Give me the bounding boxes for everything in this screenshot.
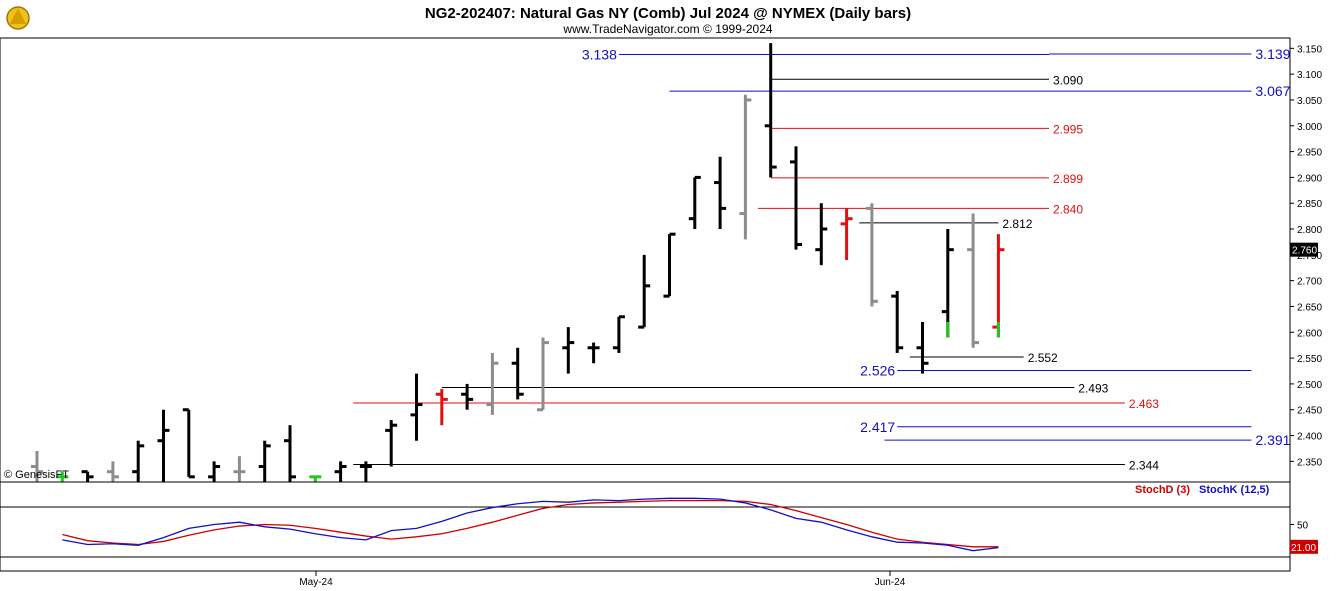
ohlc-bar <box>81 470 94 482</box>
price-tick-label: 2.500 <box>1297 380 1322 391</box>
level-label: 2.552 <box>1028 351 1058 365</box>
price-tick-label: 3.150 <box>1297 44 1322 55</box>
indicator-tick-label: 50 <box>1297 521 1309 532</box>
ohlc-bar <box>31 451 43 482</box>
price-tick-label: 3.100 <box>1297 70 1322 81</box>
ohlc-bar <box>385 420 398 467</box>
level-label: 2.840 <box>1053 202 1083 216</box>
ohlc-bar <box>790 146 802 250</box>
level-label: 2.526 <box>860 362 895 378</box>
level-label: 3.090 <box>1053 73 1083 87</box>
ohlc-bar <box>612 315 625 353</box>
price-tick-label: 2.400 <box>1297 432 1322 443</box>
ohlc-bar <box>916 321 929 374</box>
level-label: 2.417 <box>860 419 895 435</box>
ohlc-bar <box>486 352 499 415</box>
indicator-axis: 50 21.00 <box>1290 521 1318 554</box>
ohlc-bar <box>334 461 347 482</box>
x-label-jun: Jun-24 <box>875 577 906 588</box>
ohlc-bar <box>865 203 878 307</box>
price-tick-label: 2.350 <box>1297 457 1322 468</box>
ohlc-bar <box>891 290 904 353</box>
level-label: 2.899 <box>1053 172 1083 186</box>
ohlc-bar <box>562 327 575 374</box>
level-label: 3.139 <box>1255 46 1290 62</box>
ohlc-bar <box>157 409 170 482</box>
price-tick-label: 2.550 <box>1297 354 1322 365</box>
ohlc-bar <box>233 456 246 482</box>
price-axis: 3.150 3.100 3.050 3.000 2.950 2.900 2.850 2.800… <box>1290 44 1322 468</box>
ohlc-bar <box>461 383 474 410</box>
stoch-series-line <box>62 499 999 548</box>
ohlc-bar <box>941 229 954 338</box>
price-tick-label: 2.600 <box>1297 328 1322 339</box>
ohlc-bar <box>714 156 727 230</box>
ohlc-bar <box>688 175 701 230</box>
ohlc-bar <box>537 337 549 412</box>
ohlc-bar <box>182 408 195 479</box>
ohlc-bar <box>663 232 676 298</box>
chart-title: NG2-202407: Natural Gas NY (Comb) Jul 20… <box>425 5 911 22</box>
ohlc-bar <box>284 425 296 482</box>
ohlc-bar <box>359 461 372 482</box>
price-tick-label: 2.850 <box>1297 199 1322 210</box>
ohlc-bar <box>840 208 853 260</box>
price-tick-label: 3.050 <box>1297 96 1322 107</box>
level-label: 3.138 <box>582 47 617 63</box>
level-label: 2.391 <box>1255 432 1290 448</box>
chart-subtitle: www.TradeNavigator.com © 1999-2024 <box>562 22 772 36</box>
ohlc-bar <box>106 461 119 482</box>
time-axis: May-24 Jun-24 <box>299 571 906 588</box>
ohlc-bar <box>587 342 600 364</box>
price-tick-label: 2.650 <box>1297 302 1322 313</box>
last-price-marker <box>1290 242 1318 257</box>
level-label: 2.812 <box>1002 217 1032 231</box>
price-tick-label: 2.800 <box>1297 225 1322 236</box>
price-tick-label: 2.900 <box>1297 173 1322 184</box>
ohlc-bar <box>132 440 145 482</box>
logo <box>6 6 30 30</box>
price-tick-label: 2.450 <box>1297 406 1322 417</box>
ohlc-bar <box>739 94 752 240</box>
level-label: 2.344 <box>1129 458 1159 472</box>
ohlc-bar <box>511 347 524 400</box>
stoch-series-line <box>62 497 999 552</box>
watermark: © GenesisFT <box>4 469 69 481</box>
indicator-panel <box>0 481 1291 572</box>
ohlc-bar <box>815 203 828 266</box>
ohlc-bar <box>208 461 221 482</box>
ohlc-bar <box>309 475 322 482</box>
price-tick-label: 3.000 <box>1297 122 1322 133</box>
level-label: 3.067 <box>1255 83 1290 99</box>
ohlc-bar <box>638 254 651 329</box>
level-label: 2.493 <box>1078 382 1108 396</box>
ohlc-bar <box>967 213 980 348</box>
ohlc-bar <box>410 373 423 441</box>
stoch-last-marker <box>1290 539 1318 554</box>
level-label: 2.463 <box>1129 397 1159 411</box>
level-label: 2.995 <box>1053 122 1083 136</box>
price-tick-label: 2.950 <box>1297 148 1322 159</box>
stoch-k-legend: StochK (12,5) <box>1199 484 1270 496</box>
ohlc-bar <box>258 440 271 482</box>
ohlc-bar <box>764 43 777 178</box>
x-label-may: May-24 <box>299 577 333 588</box>
stoch-d-legend: StochD (3) <box>1135 484 1190 496</box>
price-tick-label: 2.700 <box>1297 277 1322 288</box>
stoch-last-label: 21.00 <box>1291 543 1316 554</box>
ohlc-bar <box>435 389 448 426</box>
last-price-label: 2.760 <box>1292 246 1317 257</box>
ohlc-bar <box>56 471 69 482</box>
